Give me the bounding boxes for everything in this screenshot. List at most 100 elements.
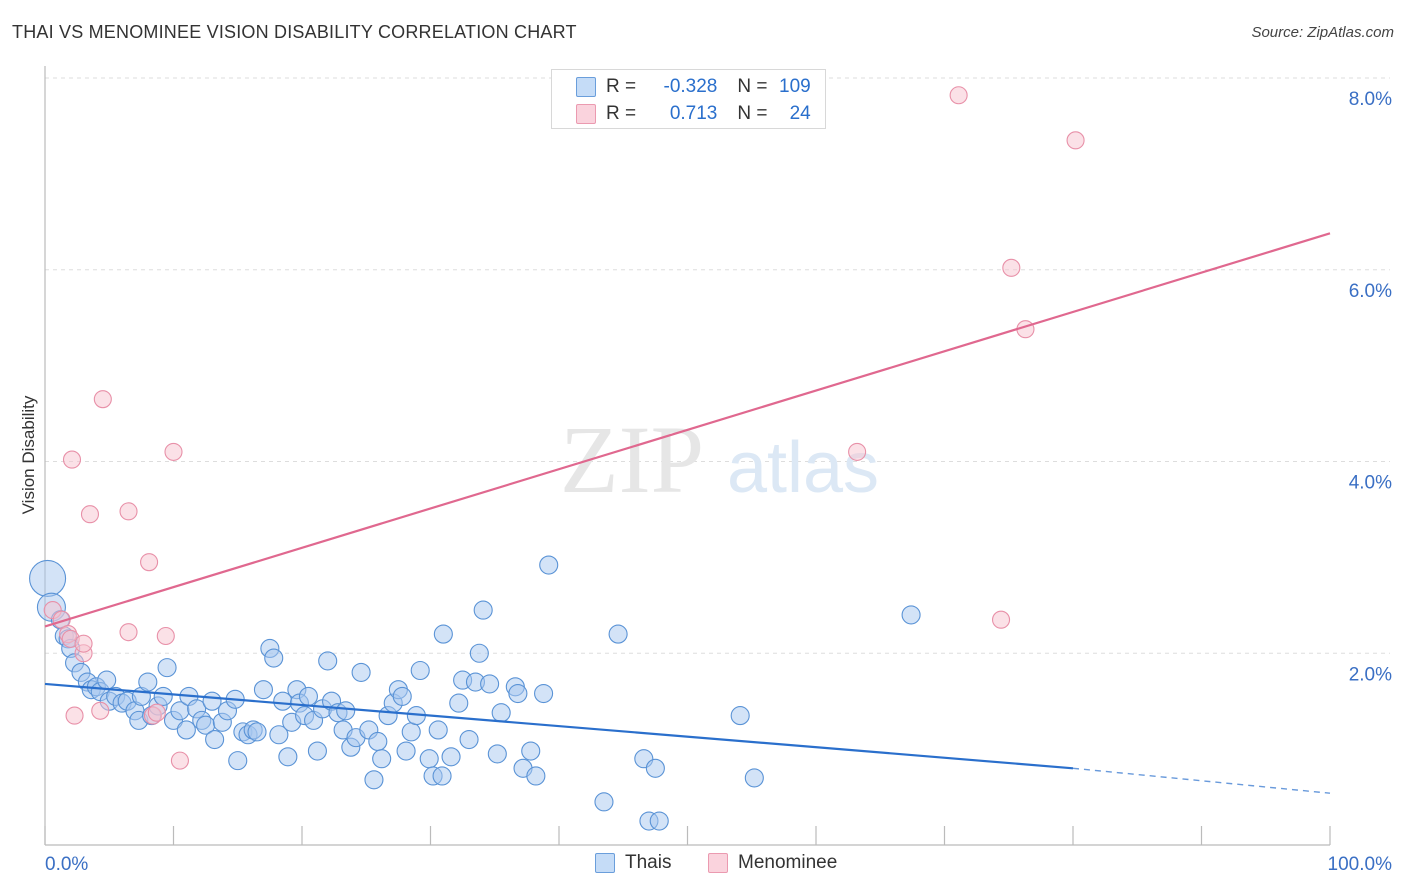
thais-point	[351, 662, 371, 682]
thais-point	[202, 691, 222, 711]
menominee-point	[164, 442, 183, 461]
menominee-point	[91, 701, 110, 720]
thais-point	[364, 770, 384, 790]
thais-point	[228, 751, 248, 771]
menominee-point	[949, 86, 968, 105]
y-tick-label: 6.0%	[1349, 281, 1392, 302]
legend-swatch-thais	[595, 853, 615, 873]
menominee-trend-line	[44, 232, 1331, 628]
x-tick-label: 100.0%	[1328, 854, 1393, 875]
thais-point	[508, 683, 528, 704]
thais-point	[487, 744, 507, 764]
legend-row-thais: R = -0.328 N = 109	[576, 76, 811, 98]
menominee-point	[119, 502, 138, 521]
thais-point	[176, 720, 196, 740]
legend-n-label: N =	[737, 76, 773, 97]
thais-point	[608, 624, 628, 644]
thais-point	[526, 766, 546, 786]
legend-swatch-menominee	[708, 853, 728, 873]
menominee-point	[119, 623, 138, 642]
menominee-point	[1066, 131, 1085, 150]
thais-point	[205, 729, 225, 750]
thais-point	[307, 741, 327, 761]
thais-point	[730, 706, 750, 726]
watermark-atlas: atlas	[727, 428, 879, 508]
thais-point	[298, 686, 318, 706]
thais-point	[449, 693, 469, 713]
thais-point	[901, 605, 921, 625]
y-tick-label: 2.0%	[1349, 664, 1392, 685]
legend-swatch-menominee	[576, 104, 596, 124]
y-tick-label: 4.0%	[1349, 473, 1392, 494]
thais-point	[539, 555, 559, 575]
menominee-point	[147, 703, 166, 722]
series-legend: Thais Menominee	[0, 852, 1406, 878]
thais-point	[368, 731, 388, 752]
thais-point	[432, 766, 452, 786]
legend-n-label: N =	[737, 103, 773, 124]
thais-point	[97, 670, 117, 690]
chart-title: THAI VS MENOMINEE VISION DISABILITY CORR…	[12, 22, 577, 42]
thais-point	[744, 768, 764, 788]
watermark-zip: ZIP	[560, 406, 704, 513]
thais-point	[480, 674, 500, 694]
thais-point	[372, 749, 392, 769]
thais-point	[396, 741, 416, 761]
thais-point	[410, 660, 430, 681]
thais-point	[318, 651, 338, 671]
menominee-point	[80, 505, 100, 524]
thais-trend-line	[44, 682, 1074, 770]
thais-point	[469, 643, 489, 663]
menominee-point	[74, 634, 93, 653]
thais-point	[433, 624, 453, 644]
tick-labels: 2.0% 4.0% 6.0% 8.0% 0.0% 100.0%	[45, 89, 1392, 875]
menominee-point	[1002, 258, 1021, 277]
stats-legend: R = -0.328 N = 109 R = 0.713 N = 24	[551, 69, 826, 129]
legend-item-menominee: Menominee	[708, 852, 837, 874]
legend-label-menominee: Menominee	[738, 852, 838, 873]
thais-point	[521, 741, 541, 761]
menominee-point	[140, 553, 159, 572]
legend-r-label: R =	[606, 103, 642, 124]
thais-point	[336, 701, 356, 721]
thais-point	[247, 722, 267, 742]
legend-r-value: -0.328	[663, 76, 718, 97]
menominee-point	[62, 450, 82, 469]
thais-point	[392, 686, 412, 706]
legend-swatch-thais	[576, 77, 596, 97]
thais-point	[419, 749, 439, 769]
thais-point	[278, 747, 298, 767]
thais-point	[594, 792, 614, 812]
menominee-point	[156, 626, 175, 646]
chart-source: Source: ZipAtlas.com	[1251, 24, 1394, 41]
data-points	[29, 86, 1085, 831]
thais-point	[534, 683, 554, 704]
legend-row-menominee: R = 0.713 N = 24	[576, 103, 811, 125]
menominee-point	[991, 610, 1011, 629]
menominee-point	[65, 706, 84, 725]
thais-point	[649, 811, 669, 831]
legend-n-value: 24	[789, 103, 811, 124]
thais-trend-extension	[1072, 767, 1331, 794]
x-tick-label: 0.0%	[45, 854, 88, 875]
menominee-point	[848, 442, 867, 461]
menominee-point	[170, 751, 189, 770]
thais-point	[645, 758, 665, 778]
thais-point	[428, 720, 448, 740]
legend-r-label: R =	[606, 76, 642, 97]
thais-point	[157, 658, 177, 678]
thais-point	[441, 747, 461, 767]
grid-lines	[45, 77, 1390, 654]
thais-point	[269, 725, 289, 745]
watermark: ZIP atlas	[560, 406, 879, 513]
thais-point	[153, 686, 173, 706]
thais-point	[29, 559, 67, 598]
legend-label-thais: Thais	[625, 852, 672, 873]
thais-point	[401, 722, 421, 742]
legend-item-thais: Thais	[595, 852, 671, 874]
y-axis-label: Vision Disability	[19, 395, 38, 514]
axes	[44, 66, 1331, 846]
y-tick-label: 8.0%	[1349, 89, 1392, 110]
thais-point	[491, 703, 511, 723]
